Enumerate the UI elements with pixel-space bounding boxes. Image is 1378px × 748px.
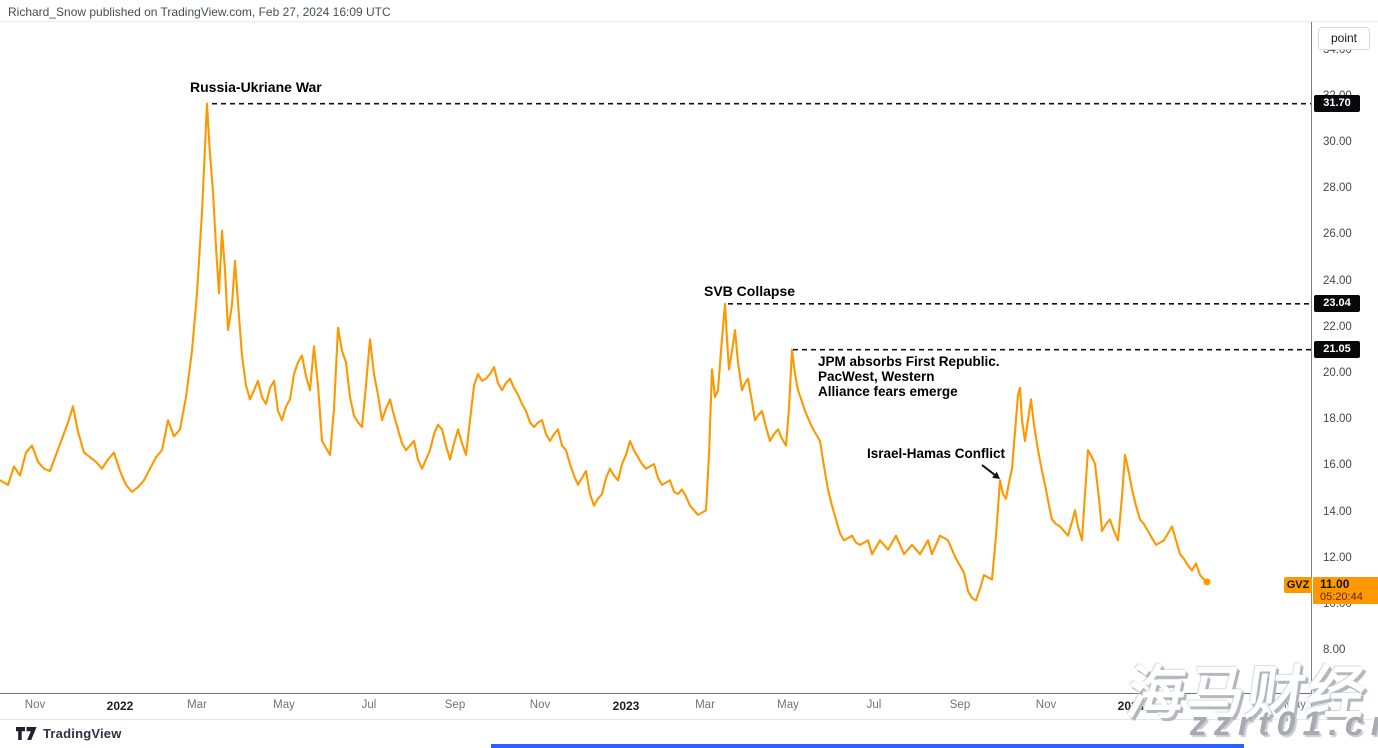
price-level-badge: 31.70 [1314,95,1360,113]
price-tick-label: 14.00 [1323,505,1352,518]
price-tick-label: 22.00 [1323,320,1352,333]
time-tick-label: Nov [1035,699,1057,711]
time-axis[interactable]: Nov 2022 Mar May Jul Sep Nov 2023 Mar May Jul Sep No… [0,693,1378,720]
annotation-svb-collapse: SVB Collapse [704,283,796,299]
tradingview-logo-text: TradingView [43,726,122,741]
bar-countdown: 05:20:44 [1320,590,1363,603]
time-tick-label: Mar [1203,699,1223,711]
time-tick-label: 2024 [1117,699,1145,713]
annotation-israel-hamas: Israel-Hamas Conflict [867,446,1006,461]
last-value-dot [1203,578,1211,586]
watermark-url: zzrt01.cn [1190,705,1378,743]
price-tick-label: 20.00 [1323,367,1352,379]
price-tick-label: 30.00 [1323,136,1352,148]
price-tick-label: 12.00 [1323,551,1352,564]
time-tick-label: 2023 [612,699,640,713]
time-tick-label: Sep [949,699,971,711]
price-tick-label: 24.00 [1323,274,1352,287]
bottom-blue-bar [491,744,1244,748]
israel-arrow-head [992,471,1000,479]
annotation-text-line: JPM absorbs First Republic. [818,354,1000,369]
time-tick-label: Nov [529,699,551,711]
time-tick-label: Nov [24,699,46,711]
price-tick-label: 18.00 [1323,413,1352,426]
time-tick-label: May [777,699,799,711]
time-tick-label: Mar [695,699,715,711]
time-tick-label: May [273,699,295,711]
price-tick-label: 16.00 [1323,459,1352,472]
last-price-badge: 11.00 05:20:44 [1313,576,1378,604]
ticker-label: GVZ [1284,576,1312,593]
israel-arrow-shaft [981,464,996,476]
header-separator [0,21,1378,22]
time-tick-label: Sep [444,699,466,711]
price-level-badge: 21.05 [1314,341,1360,359]
time-tick-label: 2022 [106,699,134,713]
unit-button[interactable]: point [1318,27,1370,50]
time-tick-label: May [1284,699,1306,711]
time-tick-label: Jul [866,699,882,711]
tradingview-logo-icon [16,726,37,740]
price-tick-label: 28.00 [1323,182,1352,195]
gvz-line-series [0,102,1209,602]
tradingview-logo[interactable]: TradingView [16,726,122,741]
time-tick-label: Jul [361,699,377,711]
annotation-russia-ukraine-war: Russia-Ukriane War [190,79,322,95]
price-axis[interactable]: point 34.0032.0030.0028.0026.0024.0022.0… [1311,22,1378,718]
byline: Richard_Snow published on TradingView.co… [8,5,391,19]
price-tick-label: 26.00 [1323,228,1352,241]
annotation-text-line: PacWest, Western [818,369,935,384]
price-level-badge: 23.04 [1314,295,1360,313]
time-tick-label: Mar [187,699,207,711]
price-tick-label: 8.00 [1323,644,1346,657]
annotation-text-line: Alliance fears emerge [818,384,958,399]
annotation-jpm-first-republic: JPM absorbs First Republic. PacWest, Wes… [818,354,1000,399]
last-price-value: 11.00 [1320,576,1350,591]
